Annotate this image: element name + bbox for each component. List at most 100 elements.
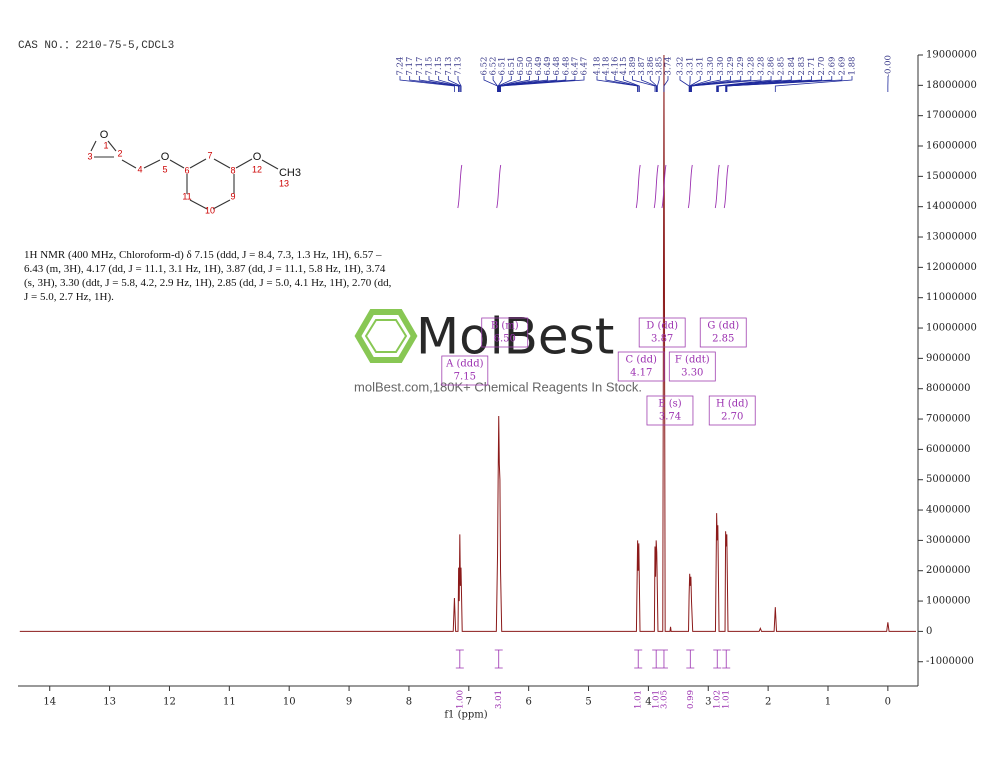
multiplet-shift: 2.70 (721, 412, 743, 423)
spectrum-line (19, 55, 916, 632)
peak-label: 2.69 (837, 57, 847, 76)
x-tick-label: 8 (406, 697, 412, 708)
atom-label: 9 (230, 191, 235, 201)
nmr-description: 1H NMR (400 MHz, Chloroform-d) δ 7.15 (d… (24, 249, 392, 303)
x-tick-label: 5 (585, 697, 591, 708)
peak-label: 4.18 (593, 57, 603, 76)
peak-label: 6.47 (570, 57, 580, 76)
x-tick-label: 10 (283, 697, 296, 708)
peak-label: 6.48 (552, 57, 562, 76)
peak-label: 2.69 (827, 57, 837, 76)
peak-label: 2.86 (767, 57, 777, 76)
peak-label: 6.48 (561, 57, 571, 76)
integral-bracket (659, 649, 668, 669)
watermark: MolBest molBest.com,180K+ Chemical Reage… (354, 308, 642, 395)
atom-label: CH3 (279, 167, 301, 179)
peak-connector (726, 76, 843, 92)
multiplet-box (481, 317, 529, 348)
peak-label: 3.89 (628, 57, 638, 76)
atom-label: O (253, 151, 262, 163)
integral-bracket (652, 649, 661, 669)
peak-connector (679, 76, 690, 92)
multiplet-label: E (s) (658, 399, 682, 410)
atom-label: 11 (182, 191, 191, 201)
integral-curve (714, 164, 720, 209)
multiplet-box (699, 317, 747, 348)
peak-connector (457, 76, 462, 92)
multiplet-label: D (dd) (646, 321, 678, 332)
peak-label: 7.17 (405, 57, 415, 76)
multiplet-label: G (dd) (707, 321, 739, 332)
x-tick-label: 0 (885, 697, 891, 708)
x-tick-label: 4 (645, 697, 651, 708)
multiplet-label: H (dd) (716, 399, 749, 410)
peak-connector (716, 76, 772, 92)
peak-connector (690, 76, 742, 92)
y-tick-label: 0 (926, 626, 932, 637)
peak-label: 3.74 (664, 57, 674, 76)
peak-connector (483, 76, 498, 92)
peak-connector (663, 76, 669, 92)
peak-connector (492, 76, 498, 92)
integral-bracket (494, 649, 503, 669)
y-tick-label: 14000000 (926, 201, 977, 212)
integral-bracket (634, 649, 643, 669)
integral-curve (496, 164, 502, 209)
multiplet-shift: 2.85 (712, 334, 734, 345)
peak-label: 6.52 (489, 57, 499, 76)
atom-label: 4 (137, 164, 142, 174)
multiplet-shift: 7.15 (454, 372, 476, 383)
peak-connector (614, 76, 640, 92)
integral-curve (653, 164, 659, 209)
peak-label: 6.52 (480, 57, 490, 76)
peak-label: 3.29 (736, 57, 746, 76)
cas-note: CAS NO.：2210-75-5,CDCL3 (18, 40, 175, 52)
peak-label: 1.88 (848, 57, 858, 76)
x-tick-label: 9 (346, 697, 352, 708)
y-tick-label: 4000000 (926, 505, 971, 516)
integral-label: 0.99 (686, 690, 696, 709)
peak-label: 6.49 (534, 57, 544, 76)
y-tick-label: 1000000 (926, 596, 971, 607)
peak-connector (399, 76, 455, 92)
atom-label: 8 (230, 165, 235, 175)
atom-label: 7 (207, 150, 212, 160)
integral-curve (457, 164, 463, 209)
peak-connector (605, 76, 639, 92)
multiplet-box (441, 355, 489, 386)
multiplet-label: A (ddd) (445, 359, 484, 370)
y-tick-label: 12000000 (926, 262, 977, 273)
y-tick-label: 6000000 (926, 444, 971, 455)
peak-connector (689, 76, 721, 92)
integral-curve (723, 164, 729, 209)
atom-label: 5 (162, 164, 167, 174)
watermark-tagline: molBest.com,180K+ Chemical Reagents In S… (354, 379, 642, 394)
x-tick-label: 7 (466, 697, 472, 708)
x-tick-label: 3 (705, 697, 711, 708)
y-tick-label: 2000000 (926, 565, 971, 576)
peak-connector (418, 76, 460, 92)
x-tick-label: 1 (825, 697, 831, 708)
peak-label: 3.30 (716, 57, 726, 76)
peak-connector (438, 76, 461, 92)
peak-connector (649, 76, 658, 92)
peak-label: 3.85 (655, 57, 665, 76)
peak-label: 6.49 (543, 57, 553, 76)
peak-label: 3.31 (696, 57, 706, 76)
peak-connector (716, 76, 782, 92)
peak-label: 3.29 (726, 57, 736, 76)
x-axis-label: f1 (ppm) (444, 710, 487, 721)
atom-label: 6 (184, 165, 189, 175)
integral-label: 1.02 (713, 690, 723, 709)
peak-label: 7.15 (425, 57, 435, 76)
multiplet-shift: 3.87 (651, 334, 673, 345)
peak-connector (497, 76, 512, 92)
peak-label: 2.84 (787, 57, 797, 76)
peak-connector (774, 76, 853, 92)
integral-bracket (686, 649, 695, 669)
multiplet-box (617, 351, 665, 382)
peak-label: 4.15 (619, 57, 629, 76)
multiplet-shift: 3.74 (659, 412, 681, 423)
peak-label: 4.16 (610, 57, 620, 76)
